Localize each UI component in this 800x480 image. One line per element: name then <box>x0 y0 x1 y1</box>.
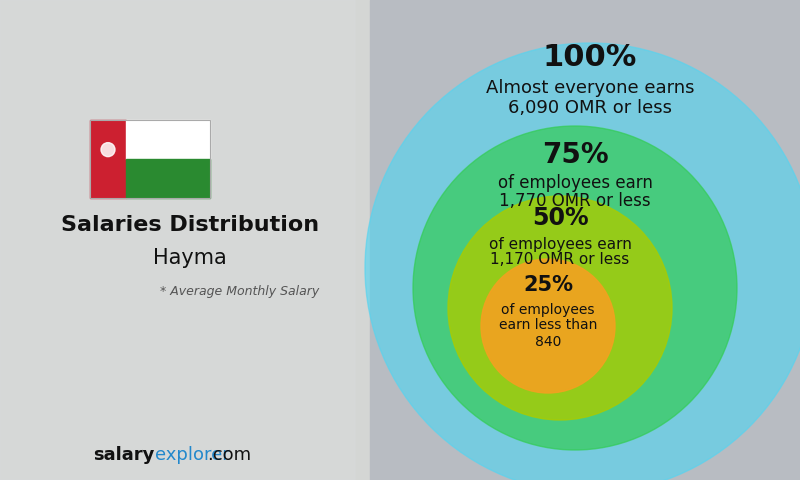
Text: Salaries Distribution: Salaries Distribution <box>61 215 319 235</box>
Text: 50%: 50% <box>532 206 588 230</box>
Bar <box>0 0 370 480</box>
Bar <box>370 0 800 480</box>
Text: earn less than: earn less than <box>499 318 597 332</box>
Text: explorer: explorer <box>155 446 230 464</box>
Text: Hayma: Hayma <box>153 248 227 268</box>
Text: salary: salary <box>94 446 155 464</box>
Text: .com: .com <box>207 446 251 464</box>
Circle shape <box>481 259 615 393</box>
Text: 1,170 OMR or less: 1,170 OMR or less <box>490 252 630 267</box>
Circle shape <box>448 196 672 420</box>
Circle shape <box>101 143 115 156</box>
Bar <box>90 120 210 198</box>
Bar <box>126 120 210 159</box>
Text: of employees earn: of employees earn <box>489 237 631 252</box>
Text: 840: 840 <box>535 335 561 349</box>
Text: of employees earn: of employees earn <box>498 174 653 192</box>
Text: of employees: of employees <box>502 303 594 317</box>
FancyBboxPatch shape <box>0 0 355 480</box>
Circle shape <box>413 126 737 450</box>
Text: 75%: 75% <box>542 141 608 169</box>
Bar <box>126 159 210 198</box>
Text: 25%: 25% <box>523 275 573 295</box>
Circle shape <box>365 43 800 480</box>
Text: 100%: 100% <box>543 44 637 72</box>
Text: 1,770 OMR or less: 1,770 OMR or less <box>499 192 651 210</box>
Text: Almost everyone earns: Almost everyone earns <box>486 79 694 97</box>
Text: 6,090 OMR or less: 6,090 OMR or less <box>508 99 672 117</box>
Text: * Average Monthly Salary: * Average Monthly Salary <box>160 286 319 299</box>
Bar <box>90 120 126 198</box>
